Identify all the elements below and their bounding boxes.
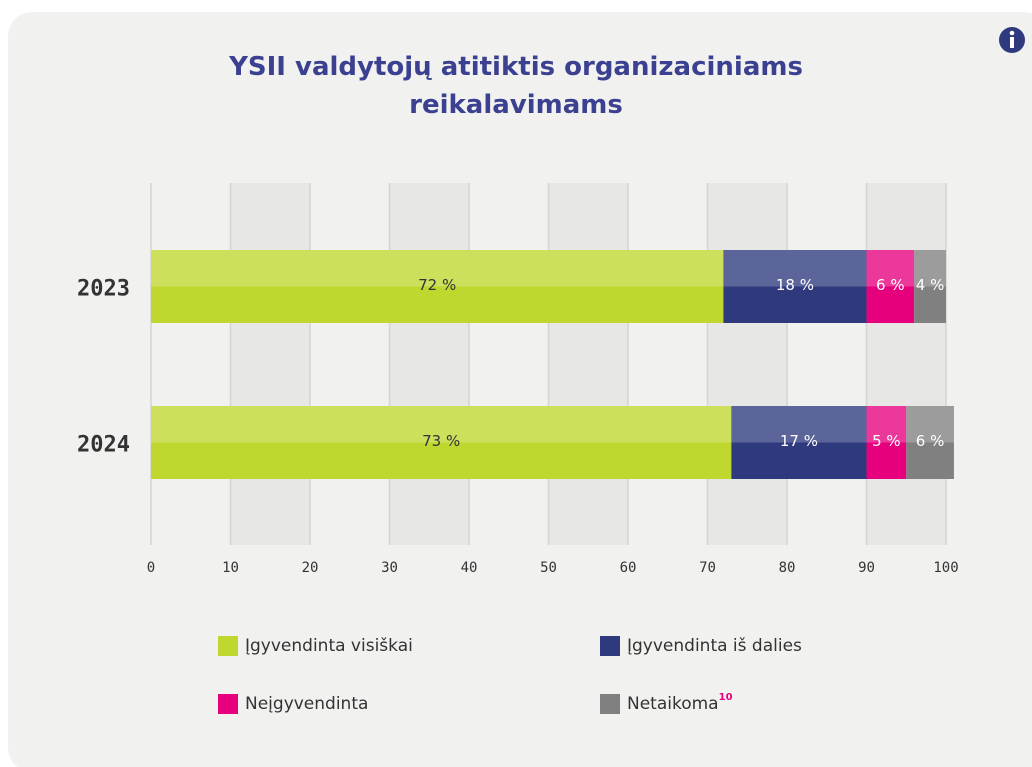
legend-swatch bbox=[600, 694, 620, 714]
bar-segment bbox=[151, 250, 724, 323]
bar-segment bbox=[151, 406, 732, 479]
legend-swatch bbox=[600, 636, 620, 656]
value-label: 6 % bbox=[876, 276, 905, 294]
x-tick-label: 100 bbox=[933, 560, 958, 576]
bar-highlight bbox=[866, 406, 907, 443]
grid-band bbox=[866, 183, 946, 545]
chart-title: YSII valdytojų atitiktis organizaciniams… bbox=[229, 52, 803, 120]
legend-label-text: Įgyvendinta visiškai bbox=[245, 636, 413, 656]
x-tick-label: 60 bbox=[620, 560, 637, 576]
legend-label-text: Neįgyvendinta bbox=[245, 694, 368, 714]
grid-band bbox=[230, 183, 310, 545]
legend-swatch bbox=[218, 694, 238, 714]
bar-highlight bbox=[731, 406, 867, 443]
grid-band bbox=[548, 183, 628, 545]
bar-segment bbox=[866, 406, 907, 479]
x-tick-label: 10 bbox=[222, 560, 239, 576]
grid-band bbox=[707, 183, 787, 545]
bar-highlight bbox=[151, 406, 732, 443]
legend-label: Įgyvendinta visiškai bbox=[245, 636, 413, 656]
legend-label-text: Įgyvendinta iš dalies bbox=[627, 636, 802, 656]
bar-segment bbox=[731, 406, 867, 479]
legend-label: Neįgyvendinta bbox=[245, 694, 368, 714]
value-label: 5 % bbox=[872, 432, 901, 450]
x-tick-label: 40 bbox=[461, 560, 478, 576]
bar-highlight bbox=[914, 250, 946, 287]
value-label: 4 % bbox=[916, 276, 945, 294]
value-label: 18 % bbox=[776, 276, 814, 294]
legend-swatch bbox=[218, 636, 238, 656]
info-icon[interactable] bbox=[999, 27, 1025, 53]
value-label: 17 % bbox=[780, 432, 818, 450]
x-tick-label: 70 bbox=[699, 560, 716, 576]
x-tick-label: 50 bbox=[540, 560, 557, 576]
bar-highlight bbox=[723, 250, 867, 287]
bar-highlight bbox=[151, 250, 724, 287]
legend-superscript: 10 bbox=[719, 692, 733, 703]
bar-highlight bbox=[866, 250, 915, 287]
x-tick-label: 90 bbox=[858, 560, 875, 576]
category-label: 2023 bbox=[77, 277, 130, 302]
bar-highlight bbox=[906, 406, 954, 443]
bar-segment bbox=[723, 250, 867, 323]
legend-label-text: Netaikoma bbox=[627, 694, 719, 714]
category-label: 2024 bbox=[77, 433, 130, 458]
x-tick-label: 30 bbox=[381, 560, 398, 576]
bar-segment bbox=[906, 406, 954, 479]
grid-band bbox=[389, 183, 469, 545]
legend-label: Įgyvendinta iš dalies bbox=[627, 636, 802, 656]
x-tick-label: 80 bbox=[779, 560, 796, 576]
value-label: 73 % bbox=[422, 432, 460, 450]
x-tick-label: 20 bbox=[302, 560, 319, 576]
bar-segment bbox=[866, 250, 915, 323]
value-label: 6 % bbox=[916, 432, 945, 450]
value-label: 72 % bbox=[418, 276, 456, 294]
bar-segment bbox=[914, 250, 946, 323]
legend-label: Netaikoma10 bbox=[627, 692, 733, 714]
x-tick-label: 0 bbox=[147, 560, 155, 576]
